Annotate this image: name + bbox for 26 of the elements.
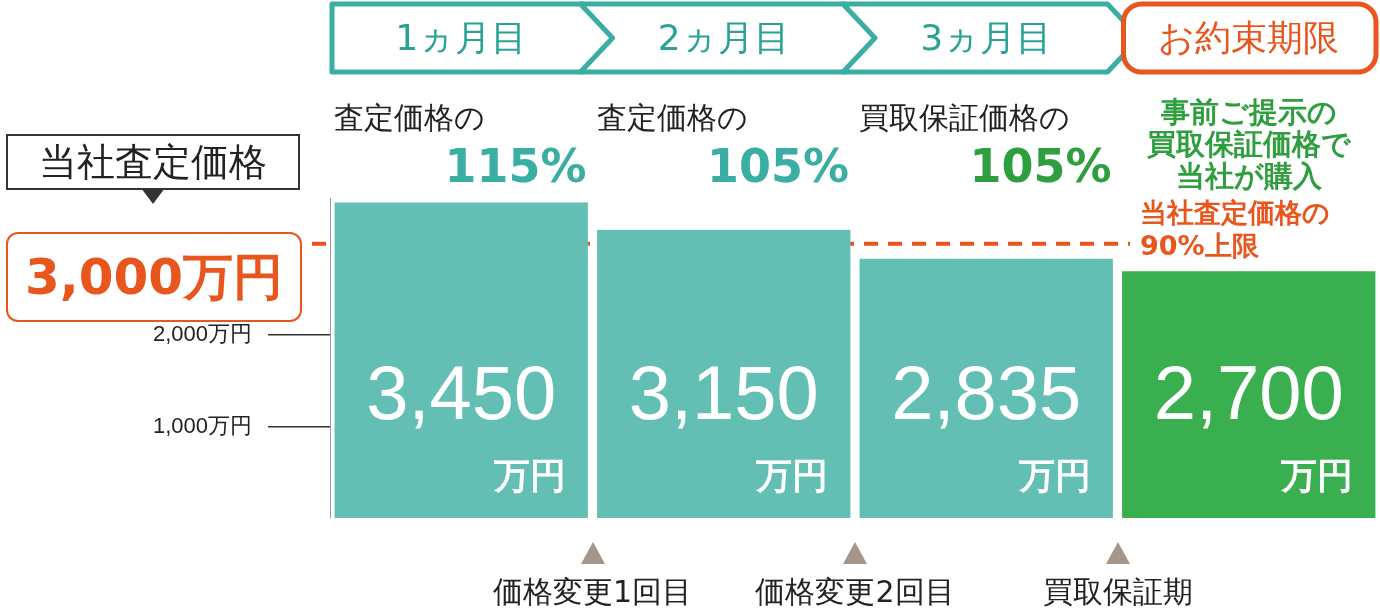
text: 買取保証期 xyxy=(1041,573,1194,611)
bar xyxy=(859,258,1113,518)
x-tick-label: 3ヵ月目 xyxy=(919,16,1054,60)
data-label: 2,700万円 xyxy=(1153,349,1354,496)
text: 査定価格の105% xyxy=(596,99,849,194)
text: 3,000万円 xyxy=(6,232,302,322)
bar xyxy=(334,202,588,518)
y-tick-label: 1,000万円 xyxy=(152,412,252,438)
data-label: 2,835万円 xyxy=(891,349,1091,496)
text: 買取保証価格で xyxy=(1145,127,1352,161)
x-tick-label: 2ヵ月目 xyxy=(656,16,791,60)
x-tick-label: お約束期限 xyxy=(1157,16,1341,60)
data-label: 3,450万円 xyxy=(366,349,566,496)
text: 価格変更2回目 xyxy=(754,573,956,611)
text: 事前ご提示の xyxy=(1159,95,1338,129)
text: 査定価格の115% xyxy=(334,99,587,194)
text: 当社査定価格 xyxy=(6,134,300,190)
y-tick-label: 2,000万円 xyxy=(152,321,252,347)
text: 当社が購入 xyxy=(1174,159,1323,193)
text: 価格変更1回目 xyxy=(491,573,694,611)
bar xyxy=(1122,271,1376,518)
x-tick-label: 1ヵ月目 xyxy=(394,16,529,60)
data-label: 3,150万円 xyxy=(628,349,829,496)
text: 買取保証価格の105% xyxy=(859,99,1112,194)
ref-line-label: 当社査定価格の 90%上限 xyxy=(1140,195,1331,262)
bar xyxy=(597,230,851,518)
